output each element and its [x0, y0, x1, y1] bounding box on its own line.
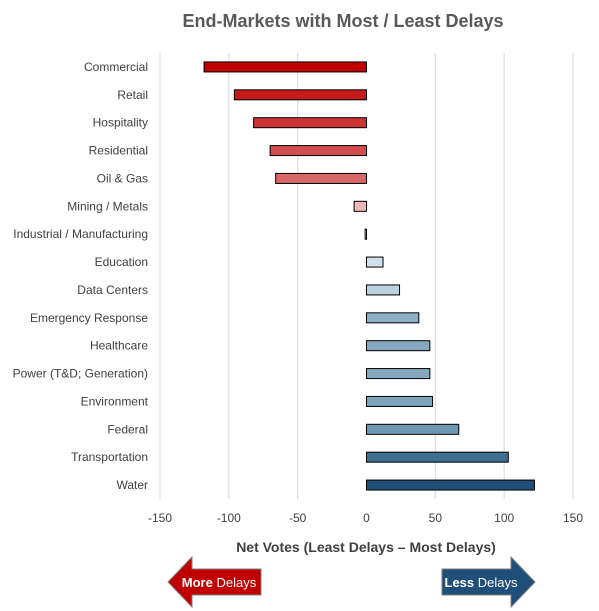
bar — [366, 312, 420, 324]
category-label: Commercial — [84, 60, 148, 74]
x-tick-label: -100 — [217, 511, 241, 525]
more-delays-arrow: More Delays — [167, 555, 262, 609]
bar — [253, 117, 367, 129]
less-delays-label: Less Delays — [445, 575, 518, 590]
bar — [233, 89, 367, 101]
category-label: Transportation — [71, 450, 148, 464]
right-arrow-shape — [441, 555, 536, 609]
less-label-rest: Delays — [474, 575, 518, 590]
category-label: Emergency Response — [30, 311, 148, 325]
category-label: Hospitality — [93, 116, 148, 130]
x-tick-label: -150 — [148, 511, 172, 525]
bar — [366, 479, 535, 491]
less-delays-arrow: Less Delays — [441, 555, 536, 609]
more-delays-label: More Delays — [182, 575, 257, 590]
chart-title: End-Markets with Most / Least Delays — [182, 11, 503, 31]
bar — [366, 368, 431, 380]
bar — [366, 340, 431, 352]
category-label: Education — [95, 255, 148, 269]
x-tick-label: 150 — [563, 511, 583, 525]
category-label: Healthcare — [90, 339, 148, 353]
bars — [203, 61, 535, 491]
more-label-rest: Delays — [213, 575, 257, 590]
bar — [366, 423, 460, 435]
bar — [364, 228, 367, 240]
bar — [203, 61, 367, 73]
bar — [366, 395, 434, 407]
left-arrow-shape — [167, 555, 262, 609]
less-label-bold: Less — [445, 575, 475, 590]
category-label: Industrial / Manufacturing — [13, 227, 148, 241]
bar — [269, 145, 367, 157]
bar — [353, 200, 367, 212]
category-label: Data Centers — [77, 283, 148, 297]
bar — [366, 256, 384, 268]
x-tick-label: 100 — [494, 511, 514, 525]
category-label: Environment — [81, 394, 149, 408]
category-label: Oil & Gas — [97, 171, 148, 185]
x-tick-label: 50 — [429, 511, 443, 525]
category-label: Mining / Metals — [67, 199, 148, 213]
more-label-bold: More — [182, 575, 213, 590]
x-tick-label: 0 — [363, 511, 370, 525]
category-label: Federal — [107, 422, 148, 436]
category-label: Water — [116, 478, 148, 492]
category-label: Retail — [117, 88, 148, 102]
x-axis-title: Net Votes (Least Delays – Most Delays) — [236, 539, 496, 555]
category-label: Power (T&D; Generation) — [13, 367, 148, 381]
x-tick-labels: -150 -100 -50 0 50 100 150 — [148, 511, 583, 525]
bar — [366, 284, 401, 296]
category-labels: Commercial Retail Hospitality Residential Oi… — [13, 60, 149, 492]
bar — [275, 172, 368, 184]
x-tick-label: -50 — [289, 511, 307, 525]
bar — [366, 451, 509, 463]
category-label: Residential — [89, 144, 148, 158]
